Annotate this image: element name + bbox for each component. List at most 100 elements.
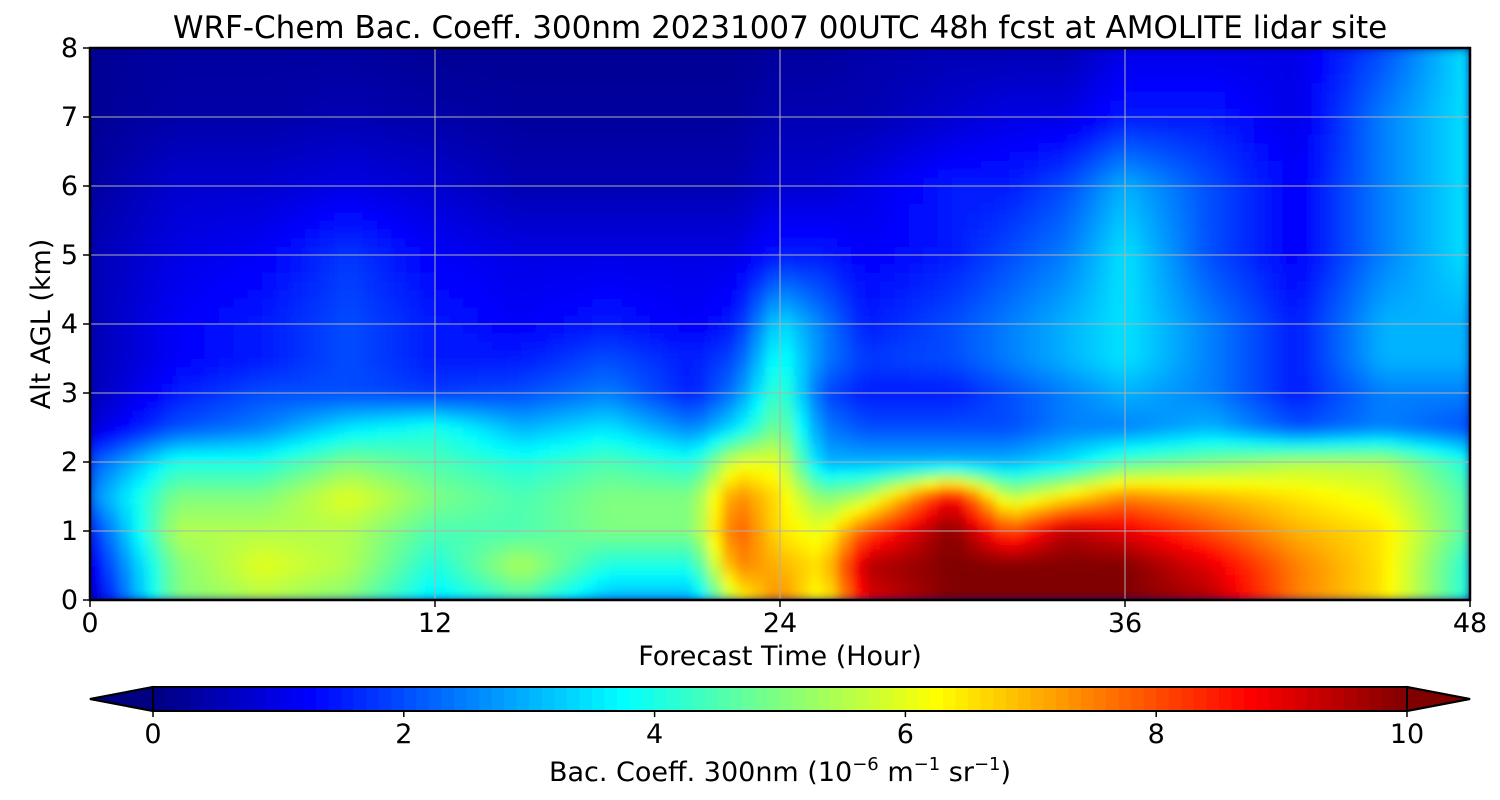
heatmap-cell (161, 435, 177, 446)
heatmap-cell (621, 383, 637, 394)
heatmap-cell (1038, 470, 1054, 480)
heatmap-cell (147, 487, 163, 497)
heatmap-cell (1196, 211, 1212, 221)
heatmap-cell (650, 556, 666, 566)
heatmap-cell (218, 314, 235, 325)
heatmap-cell (966, 556, 982, 566)
heatmap-cell (635, 392, 652, 403)
heatmap-cell (1038, 263, 1054, 273)
heatmap-cell (247, 90, 263, 101)
heatmap-cell (1196, 297, 1212, 308)
heatmap-cell (204, 73, 220, 83)
heatmap-cell (204, 539, 220, 549)
heatmap-cell (305, 116, 321, 127)
heatmap-cell (678, 349, 695, 359)
heatmap-cell (894, 521, 910, 532)
heatmap-cell (377, 358, 393, 368)
heatmap-cell (678, 332, 695, 342)
heatmap-cell (391, 556, 407, 566)
heatmap-cell (262, 349, 278, 359)
heatmap-cell (233, 401, 249, 411)
heatmap-cell (1052, 48, 1068, 58)
heatmap-cell (319, 461, 335, 472)
heatmap-cell (563, 107, 580, 118)
heatmap-cell (463, 142, 479, 152)
heatmap-cell (607, 142, 623, 152)
heatmap-cell (635, 90, 652, 101)
heatmap-cell (103, 73, 120, 83)
heatmap-cell (765, 461, 781, 472)
heatmap-cell (420, 435, 436, 446)
heatmap-cell (175, 116, 192, 127)
heatmap-cell (506, 539, 522, 549)
heatmap-cell (103, 220, 120, 230)
heatmap-cell (535, 107, 551, 118)
heatmap-cell (1182, 228, 1198, 239)
heatmap-cell (434, 392, 450, 403)
heatmap-cell (492, 194, 508, 204)
heatmap-cell (204, 245, 220, 256)
heatmap-cell (391, 73, 407, 83)
heatmap-cell (678, 478, 695, 489)
heatmap-cell (1009, 185, 1025, 196)
heatmap-cell (880, 168, 896, 178)
heatmap-cell (1153, 90, 1169, 101)
heatmap-cell (305, 573, 321, 584)
heatmap-cell (492, 254, 508, 265)
heatmap-cell (650, 228, 666, 239)
heatmap-cell (837, 99, 853, 109)
heatmap-cell (808, 133, 824, 144)
heatmap-cell (477, 297, 493, 308)
heatmap-cell (175, 401, 192, 411)
heatmap-cell (549, 427, 565, 437)
heatmap-cell (592, 289, 608, 299)
heatmap-cell (650, 280, 666, 290)
heatmap-cell (923, 375, 939, 385)
heatmap-cell (908, 289, 925, 299)
heatmap-cell (779, 530, 795, 541)
heatmap-cell (1023, 194, 1040, 204)
heatmap-cell (319, 237, 335, 247)
heatmap-cell (204, 487, 220, 497)
heatmap-cell (1196, 427, 1212, 437)
heatmap-cell (621, 159, 637, 170)
heatmap-cell (233, 314, 249, 325)
heatmap-cell (1167, 565, 1183, 575)
heatmap-cell (247, 228, 263, 239)
heatmap-cell (837, 530, 853, 541)
heatmap-cell (765, 573, 781, 584)
heatmap-cell (808, 547, 824, 558)
heatmap-cell (477, 452, 493, 463)
heatmap-cell (1023, 582, 1040, 592)
heatmap-cell (434, 323, 450, 334)
heatmap-cell (765, 73, 781, 83)
heatmap-cell (578, 245, 594, 256)
heatmap-cell (405, 427, 422, 437)
heatmap-cell (132, 418, 148, 428)
heatmap-cell (477, 289, 493, 299)
heatmap-cell (463, 228, 479, 239)
heatmap-cell (535, 349, 551, 359)
heatmap-cell (1182, 366, 1198, 377)
heatmap-cell (506, 487, 522, 497)
heatmap-cell (290, 202, 307, 213)
heatmap-cell (204, 427, 220, 437)
heatmap-cell (736, 444, 752, 454)
heatmap-cell (851, 185, 867, 196)
heatmap-cell (1023, 73, 1040, 83)
heatmap-cell (851, 401, 867, 411)
heatmap-cell (1081, 254, 1097, 265)
heatmap-cell (448, 263, 465, 273)
heatmap-cell (506, 358, 522, 368)
heatmap-cell (218, 375, 235, 385)
heatmap-cell (765, 366, 781, 377)
heatmap-cell (190, 530, 206, 541)
heatmap-cell (635, 56, 652, 66)
heatmap-cell (391, 306, 407, 316)
heatmap-cell (1081, 470, 1097, 480)
heatmap-cell (1124, 202, 1140, 213)
heatmap-cell (520, 521, 537, 532)
heatmap-cell (520, 556, 537, 566)
heatmap-cell (635, 228, 652, 239)
heatmap-cell (247, 349, 263, 359)
